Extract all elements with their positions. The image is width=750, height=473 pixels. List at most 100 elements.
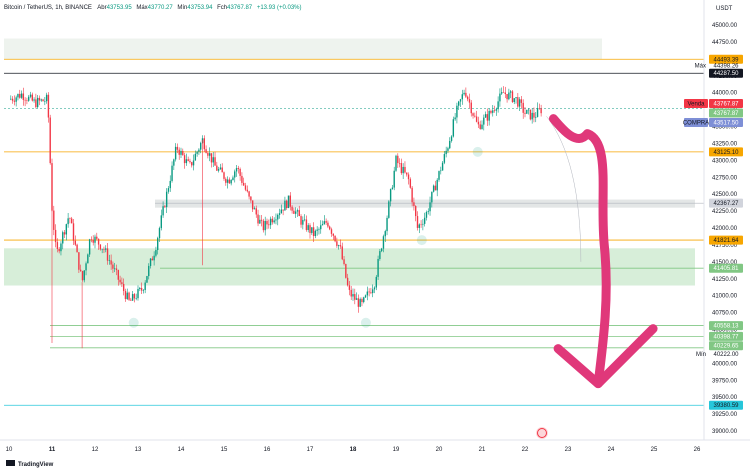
candle-body xyxy=(332,233,334,236)
candle-body xyxy=(157,238,159,251)
candle-body xyxy=(180,150,182,155)
price-tag-text: 41405.81 xyxy=(713,266,739,272)
price-tag: 40558.13 xyxy=(709,321,743,331)
candle-body xyxy=(153,255,155,261)
candle-body xyxy=(47,94,50,118)
candle-body xyxy=(486,114,489,121)
price-tag: 44493.39 xyxy=(709,54,743,64)
candle-body xyxy=(513,98,515,103)
side-label-bg xyxy=(684,98,708,108)
candle-body xyxy=(212,157,214,163)
candle-body xyxy=(246,189,248,192)
candles-layer xyxy=(10,86,582,349)
side-label-text: Mín xyxy=(696,352,706,358)
candle-body xyxy=(217,169,220,171)
price-tag-bg xyxy=(709,321,743,331)
candle-body xyxy=(536,108,539,117)
price-tick-label: 43500.00 xyxy=(712,125,738,131)
price-tag: 43767.87 xyxy=(709,98,743,108)
candle-body xyxy=(434,185,437,191)
candle-body xyxy=(62,232,64,244)
candle-body xyxy=(368,291,370,293)
candle-body xyxy=(196,151,198,154)
candle-body xyxy=(407,174,410,180)
price-tag-text: 43767.87 xyxy=(713,101,739,107)
candle-body xyxy=(355,298,358,300)
candle-body xyxy=(470,102,472,114)
candle-body xyxy=(531,112,533,120)
candle-body xyxy=(311,227,313,233)
candle-body xyxy=(105,248,107,250)
levels-layer xyxy=(4,58,704,406)
price-tag-bg xyxy=(709,263,743,273)
candle-body xyxy=(92,239,94,243)
candle-body xyxy=(293,210,295,214)
candle-body xyxy=(33,99,35,101)
candle-body xyxy=(106,248,109,261)
candle-body xyxy=(115,268,118,271)
zone-rect xyxy=(155,199,695,208)
candle-body xyxy=(520,99,523,103)
candle-body xyxy=(65,224,68,235)
candle-body xyxy=(185,159,188,164)
time-tick-label: 21 xyxy=(479,447,486,453)
candle-body xyxy=(251,200,254,210)
candle-body xyxy=(76,244,78,253)
candle-body xyxy=(535,116,537,118)
price-tag: 43767.87 xyxy=(709,108,743,118)
candle-body xyxy=(216,165,218,171)
candle-body xyxy=(425,212,428,218)
candle-body xyxy=(241,175,243,183)
candle-body xyxy=(234,171,236,178)
price-tick-label: 43250.00 xyxy=(712,141,738,147)
candle-body xyxy=(200,143,202,150)
candle-body xyxy=(316,229,318,231)
candle-body xyxy=(458,101,460,106)
candle-body xyxy=(380,248,383,252)
projection-curve xyxy=(546,116,582,262)
candle-body xyxy=(13,100,16,102)
price-tag-text: 44287.50 xyxy=(713,71,739,77)
tradingview-logo[interactable]: TradingView xyxy=(6,460,54,468)
time-axis[interactable]: 10 11 12 13 14 15 16 17 18 19 20 21 22 23 24 25 26 xyxy=(6,447,701,453)
candle-body xyxy=(278,213,281,215)
candle-body xyxy=(291,206,293,211)
price-tag-text: 40229.65 xyxy=(713,344,739,350)
candle-body xyxy=(305,219,308,231)
candle-body xyxy=(110,260,112,265)
candle-body xyxy=(384,231,386,237)
price-tag: 41405.81 xyxy=(709,263,743,273)
candle-body xyxy=(389,189,392,202)
candle-body xyxy=(51,163,53,211)
price-tag: 39380.59 xyxy=(709,400,743,410)
candle-body xyxy=(28,96,30,101)
calendar-event-icon[interactable] xyxy=(536,427,548,439)
candle-body xyxy=(26,100,28,101)
candle-body xyxy=(449,140,451,149)
candle-body xyxy=(524,112,526,114)
arrow-layer xyxy=(548,114,658,389)
candle-body xyxy=(393,170,395,188)
price-side-labels: Máx 44398.26 Venda COMPRA Mín 40222.00 xyxy=(683,64,739,358)
price-tick-label: 42500.00 xyxy=(712,192,738,198)
candle-body xyxy=(268,224,270,226)
candle-body xyxy=(540,108,542,114)
candle-body xyxy=(382,236,385,249)
candle-body xyxy=(411,187,413,203)
candle-body xyxy=(511,91,514,103)
candle-body xyxy=(307,225,309,231)
time-tick-label: 18 xyxy=(350,447,357,453)
candle-body xyxy=(526,109,528,114)
candle-body xyxy=(346,277,349,286)
zone-rect xyxy=(4,248,695,286)
candle-body xyxy=(429,202,431,212)
candle-body xyxy=(24,99,26,101)
candle-body xyxy=(377,258,379,277)
candle-body xyxy=(321,224,324,226)
time-tick-label: 10 xyxy=(6,447,13,453)
candle-body xyxy=(463,92,465,95)
candle-body xyxy=(176,146,179,150)
price-tick-label: 41250.00 xyxy=(712,277,738,283)
